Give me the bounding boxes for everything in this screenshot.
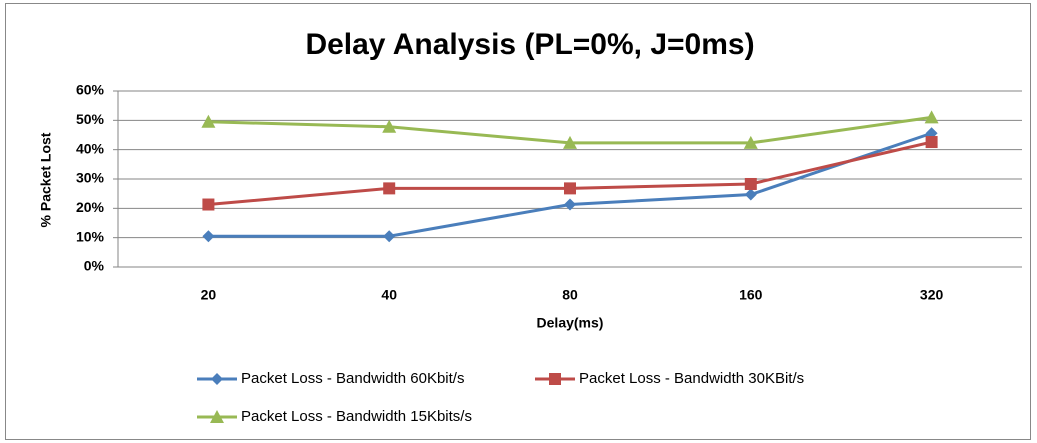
marker xyxy=(202,198,215,211)
y-tick-label: 20% xyxy=(76,199,105,215)
x-tick-label: 20 xyxy=(201,287,217,303)
marker xyxy=(201,114,216,128)
legend-marker xyxy=(549,373,561,385)
legend-label: Packet Loss - Bandwidth 30KBit/s xyxy=(579,370,804,387)
y-tick-label: 10% xyxy=(76,228,105,244)
marker xyxy=(383,230,396,243)
legend-marker xyxy=(210,410,224,423)
chart-frame xyxy=(5,3,1031,440)
y-tick-label: 0% xyxy=(84,258,105,274)
marker xyxy=(743,135,758,149)
legend-marker xyxy=(211,373,223,385)
marker xyxy=(744,188,757,201)
marker xyxy=(564,198,576,211)
marker xyxy=(202,230,215,243)
marker xyxy=(382,119,397,133)
legend-label: Packet Loss - Bandwidth 15Kbits/s xyxy=(241,408,472,425)
y-axis-title: % Packet Lost xyxy=(38,132,54,227)
y-tick-label: 30% xyxy=(76,170,105,186)
marker xyxy=(924,110,939,124)
legend-label: Packet Loss - Bandwidth 60Kbit/s xyxy=(241,370,464,387)
x-axis-title: Delay(ms) xyxy=(537,315,604,331)
marker xyxy=(383,182,396,195)
marker xyxy=(744,177,757,190)
x-tick-label: 40 xyxy=(381,287,397,303)
chart-title: Delay Analysis (PL=0%, J=0ms) xyxy=(305,28,754,61)
marker xyxy=(564,182,576,195)
marker xyxy=(925,136,938,149)
marker xyxy=(563,135,577,149)
x-tick-label: 160 xyxy=(739,287,763,303)
y-tick-label: 40% xyxy=(76,140,105,156)
y-tick-label: 60% xyxy=(76,82,105,98)
x-tick-label: 80 xyxy=(562,287,578,303)
y-tick-label: 50% xyxy=(76,111,105,127)
x-tick-label: 320 xyxy=(920,287,944,303)
